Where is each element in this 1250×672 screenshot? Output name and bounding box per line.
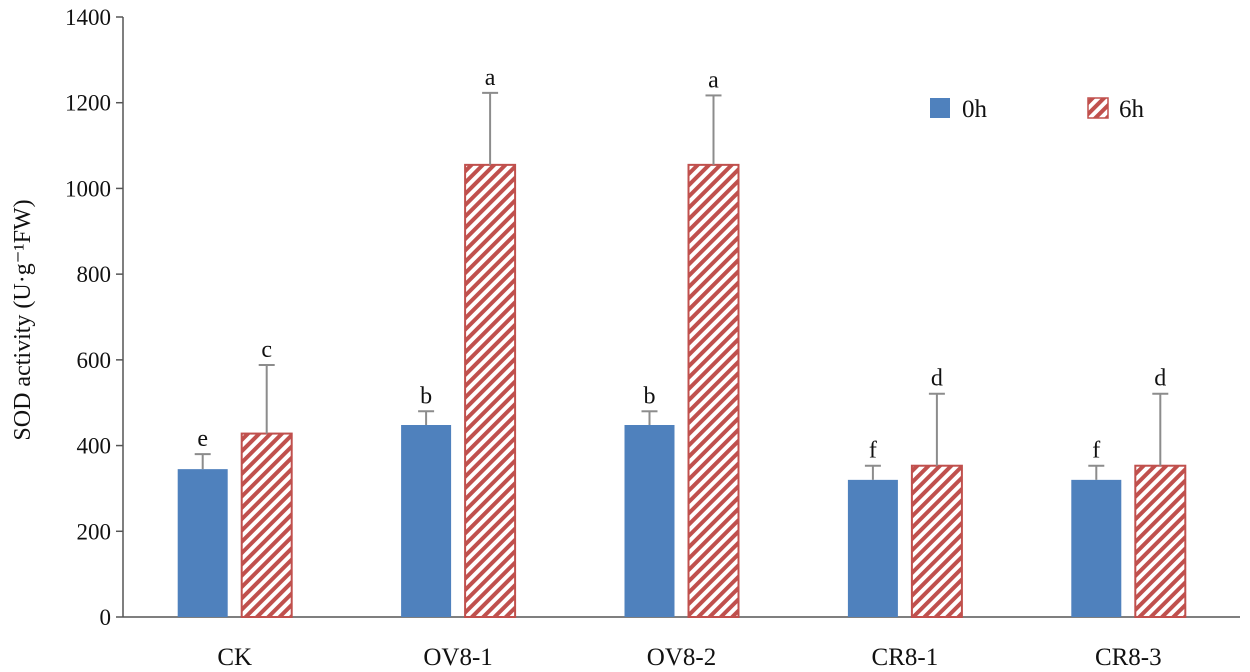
significance-letter-ov8-1-0h: b bbox=[420, 383, 432, 409]
bar-cr8-3-6h bbox=[1134, 464, 1187, 619]
significance-letter-ov8-2-6h: a bbox=[708, 67, 719, 93]
bar-ck-6h bbox=[240, 432, 293, 619]
bar-ov8-2-6h bbox=[687, 163, 740, 618]
legend: 0h 6h bbox=[930, 96, 1145, 123]
y-tick-label-600: 600 bbox=[77, 348, 112, 373]
axes bbox=[122, 17, 1240, 618]
legend-swatch-6h bbox=[1087, 97, 1109, 119]
x-tick-label-ck: CK bbox=[217, 644, 252, 671]
y-ticks: 0 200 400 600 800 1000 1200 1400 bbox=[65, 5, 123, 630]
y-tick-label-1200: 1200 bbox=[65, 91, 111, 116]
error-bars bbox=[194, 91, 1169, 480]
significance-letter-cr8-1-6h: d bbox=[931, 366, 943, 392]
significance-letter-cr8-1-0h: f bbox=[869, 438, 877, 464]
x-tick-labels: CK OV8-1 OV8-2 CR8-1 CR8-3 bbox=[217, 644, 1161, 671]
x-tick-label-ov8-1: OV8-1 bbox=[423, 644, 492, 671]
bar-cr8-1-6h bbox=[910, 464, 963, 619]
y-tick-label-200: 200 bbox=[77, 519, 112, 544]
significance-letter-ck-0h: e bbox=[197, 426, 208, 452]
x-tick-label-ov8-2: OV8-2 bbox=[647, 644, 716, 671]
significance-letter-ov8-2-0h: b bbox=[644, 383, 656, 409]
significance-letter-ov8-1-6h: a bbox=[485, 65, 496, 91]
bar-cr8-3-0h bbox=[1071, 479, 1122, 617]
significance-letter-ck-6h: c bbox=[261, 337, 272, 363]
y-axis-label: SOD activity (U·g⁻¹FW) bbox=[10, 199, 36, 440]
y-tick-label-0: 0 bbox=[100, 605, 112, 630]
bar-ov8-1-0h bbox=[401, 425, 452, 617]
y-tick-label-1000: 1000 bbox=[65, 176, 111, 201]
y-tick-label-1400: 1400 bbox=[65, 5, 111, 30]
bars bbox=[177, 163, 1187, 619]
bar-ov8-1-6h bbox=[464, 163, 517, 618]
x-tick-label-cr8-3: CR8-3 bbox=[1095, 644, 1162, 671]
x-tick-label-cr8-1: CR8-1 bbox=[872, 644, 939, 671]
bar-ov8-2-0h bbox=[624, 425, 675, 617]
y-tick-label-800: 800 bbox=[77, 262, 112, 287]
bar-cr8-1-0h bbox=[847, 479, 898, 617]
y-tick-label-400: 400 bbox=[77, 434, 112, 459]
bar-ck-0h bbox=[177, 469, 228, 617]
legend-swatch-0h bbox=[930, 98, 950, 118]
significance-letters: e c b a b a f d f d bbox=[197, 65, 1166, 464]
significance-letter-cr8-3-6h: d bbox=[1154, 366, 1166, 392]
legend-label-6h: 6h bbox=[1119, 96, 1145, 123]
significance-letter-cr8-3-0h: f bbox=[1092, 438, 1100, 464]
legend-label-0h: 0h bbox=[962, 96, 988, 123]
